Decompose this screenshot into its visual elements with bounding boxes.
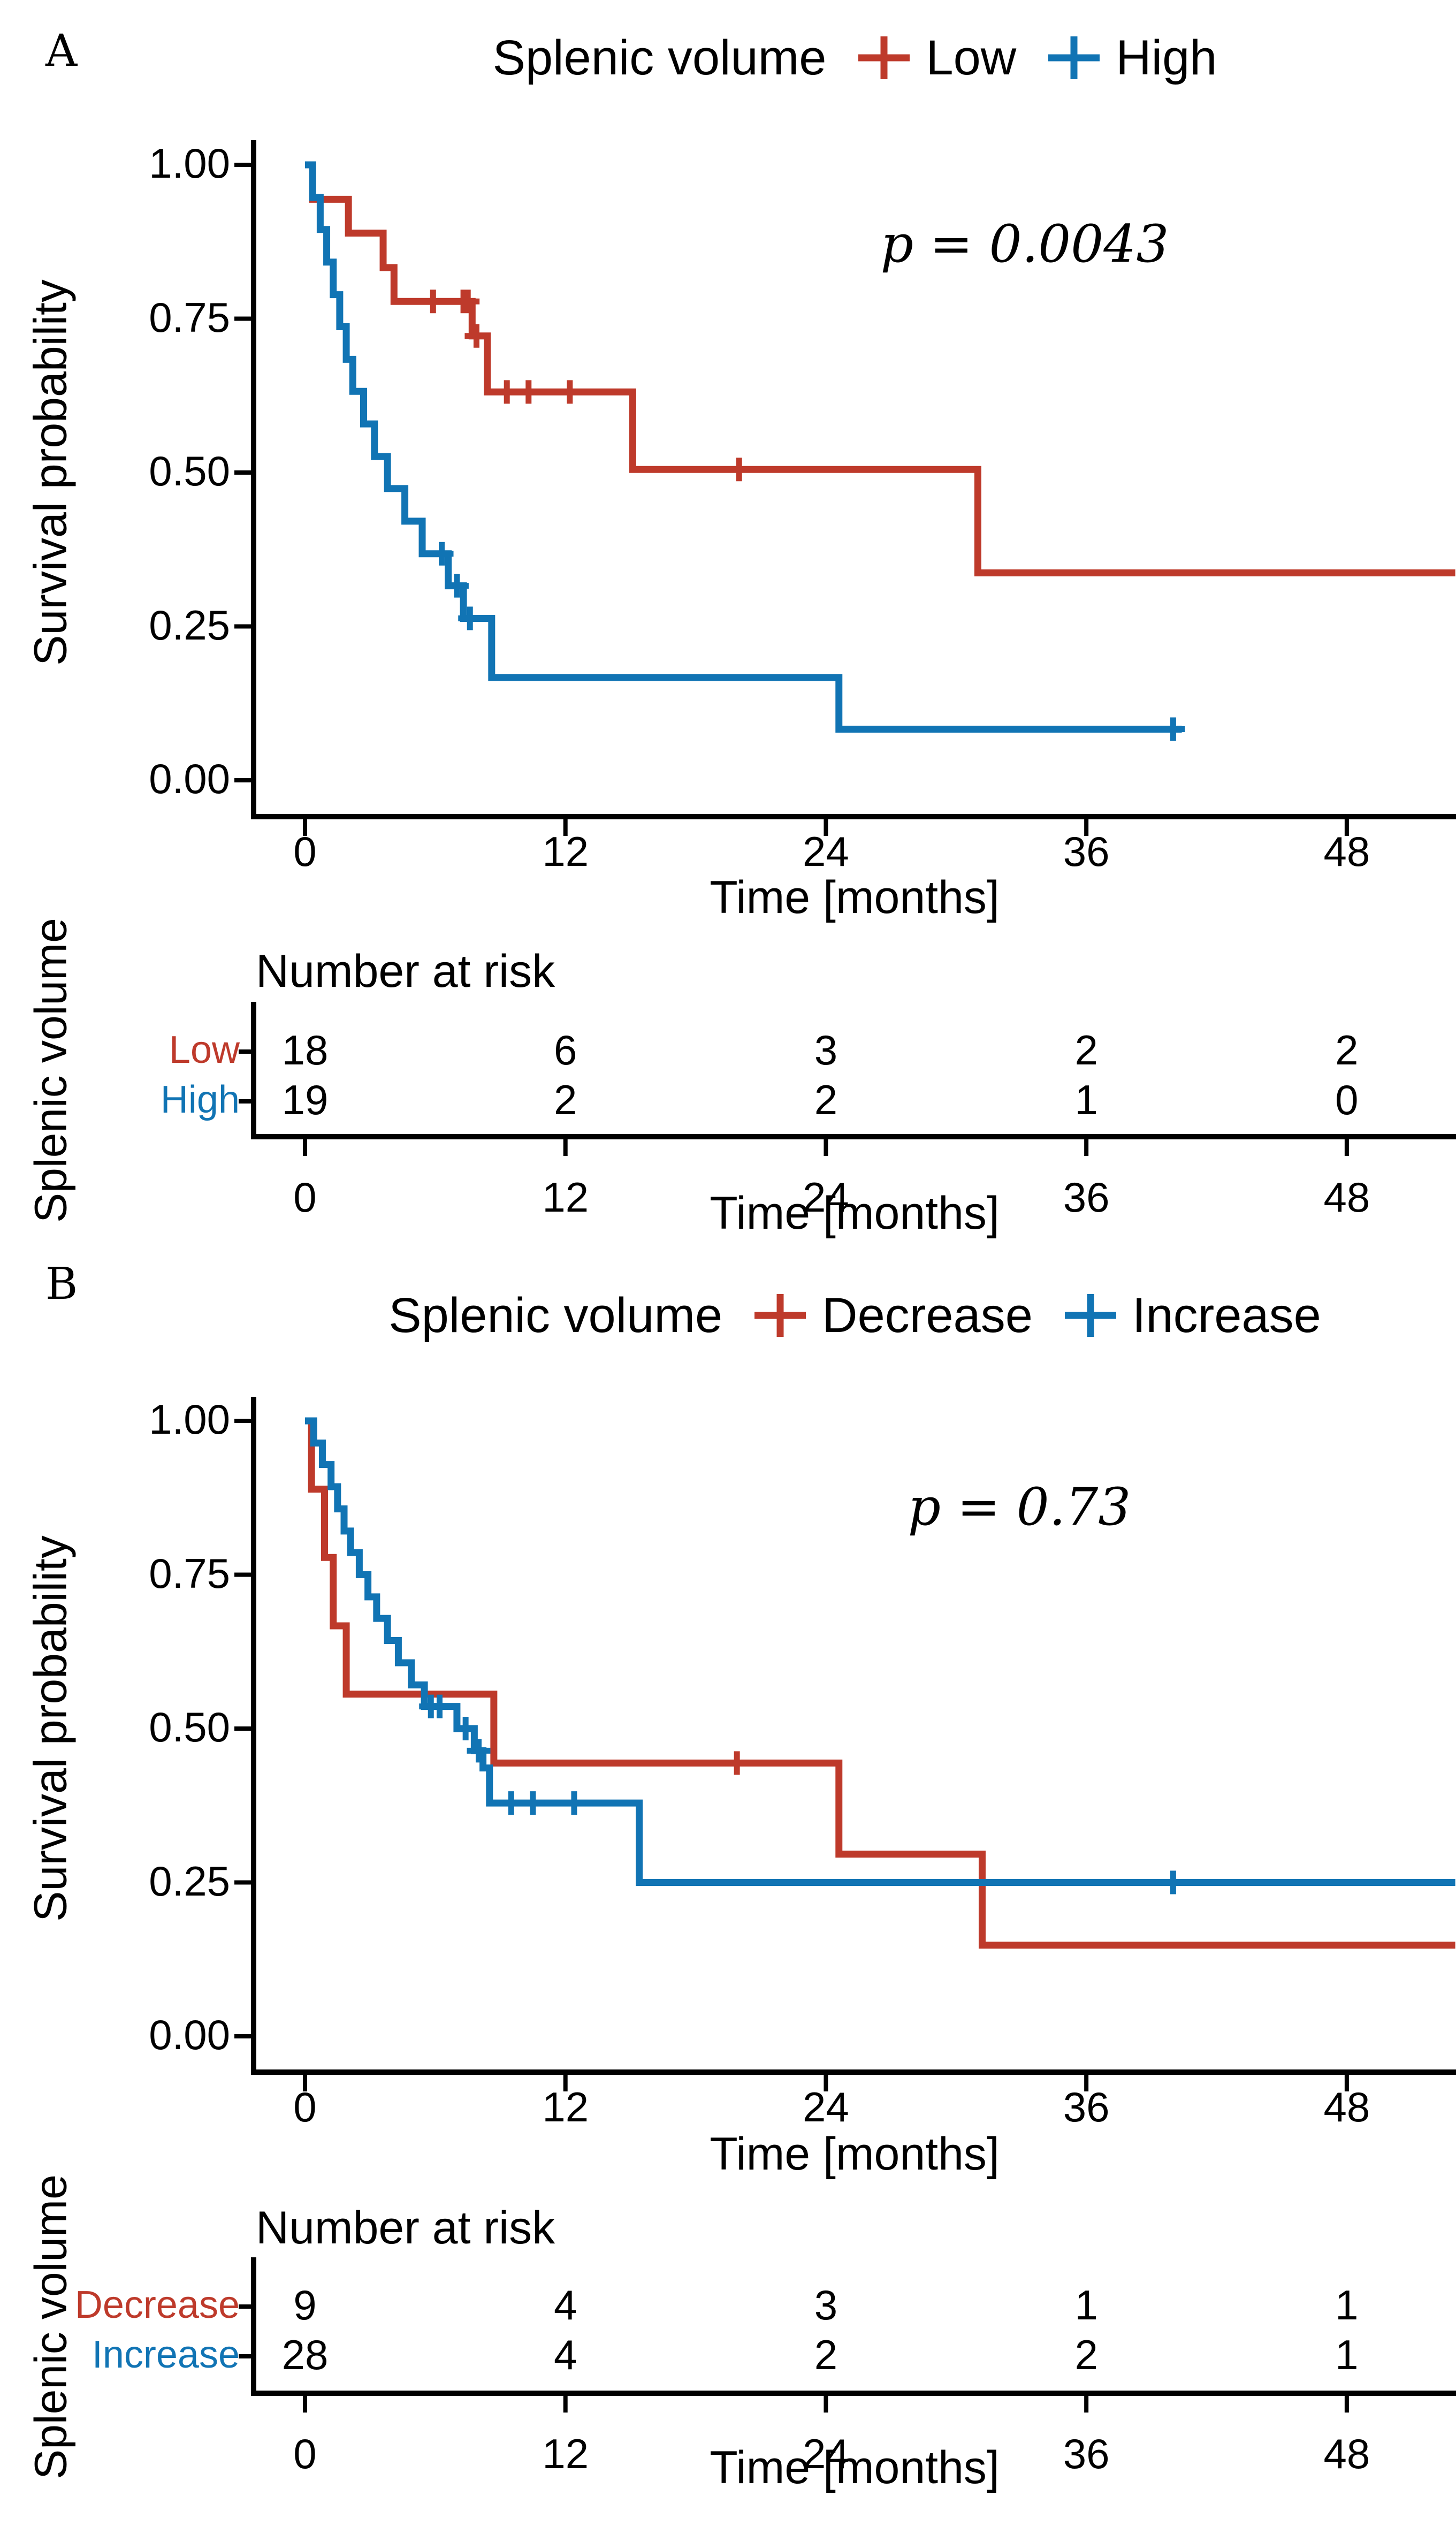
risk-row-label-decrease: Decrease (74, 2284, 240, 2326)
risk-row-label-low: Low (169, 1029, 240, 1071)
legend-label-increase: Increase (1132, 1288, 1321, 1343)
legend-items-a: Low High (826, 30, 1217, 86)
legend-label-high: High (1116, 30, 1217, 85)
km-curve-high (305, 161, 1182, 733)
y-tick-label: 0.75 (149, 1549, 230, 1597)
x-tick-label: 0 (293, 828, 317, 875)
p-value-b: p = 0.73 (908, 1477, 1131, 1537)
number-at-risk-header-b: Number at risk (256, 2202, 555, 2254)
plus-line-marker-icon (1048, 36, 1100, 79)
x-tick-label: 24 (803, 2083, 849, 2130)
risk-count: 1 (1074, 1076, 1098, 1123)
risk-row-label-high: High (160, 1078, 240, 1121)
risk-count: 2 (1335, 1026, 1359, 1074)
panel-b-letter: B (45, 1259, 78, 1310)
risk-count: 28 (281, 2331, 329, 2378)
x-tick-label: 48 (1323, 828, 1370, 875)
panel-a-letter: A (45, 26, 78, 77)
risk-count: 6 (554, 1026, 577, 1074)
x-axis-title-a-table: Time [months] (710, 1188, 1000, 1239)
number-at-risk-header-a: Number at risk (256, 946, 555, 997)
risk-count: 2 (814, 1076, 838, 1123)
km-curve-low (305, 161, 1455, 576)
y-tick-label: 0.00 (149, 2011, 230, 2058)
censor-marks-decrease (725, 1751, 749, 1775)
risk-count: 1 (1335, 2331, 1359, 2378)
risk-table-x-tick-label: 0 (293, 1174, 317, 1221)
risk-table-x-tick-label: 48 (1323, 1174, 1370, 1221)
risk-table-x-tick-label: 12 (542, 2430, 589, 2477)
risk-table-x-tick-label: 48 (1323, 2430, 1370, 2477)
y-tick-label: 0.50 (149, 1703, 230, 1751)
y-tick-label: 1.00 (149, 140, 230, 187)
censor-marks-low (421, 290, 751, 482)
legend-panel-a: Splenic volume Low High (254, 26, 1456, 90)
risk-count: 4 (554, 2281, 577, 2328)
risk-count: 2 (814, 2331, 838, 2378)
x-axis-title-a: Time [months] (710, 872, 1000, 923)
risk-count: 2 (554, 1076, 577, 1123)
risk-count: 18 (281, 1026, 329, 1074)
x-tick-label: 12 (542, 828, 589, 875)
risk-table-x-tick-label: 24 (803, 1174, 849, 1221)
legend-label-decrease: Decrease (822, 1288, 1033, 1343)
legend-item-high: High (1044, 30, 1217, 86)
y-tick-label: 1.00 (149, 1396, 230, 1443)
censor-marks-high (430, 542, 1185, 741)
risk-count: 19 (281, 1076, 329, 1123)
x-tick-label: 0 (293, 2083, 317, 2130)
legend-label-low: Low (926, 30, 1017, 85)
risk-count: 1 (1335, 2281, 1359, 2328)
risk-row-label-increase: Increase (92, 2333, 240, 2376)
legend-title-b: Splenic volume (388, 1288, 723, 1343)
legend-item-decrease: Decrease (750, 1288, 1033, 1344)
x-axis-title-b: Time [months] (710, 2128, 1000, 2180)
risk-count: 2 (1074, 1026, 1098, 1074)
x-tick-label: 36 (1063, 2083, 1110, 2130)
censor-marks-increase (419, 1694, 1185, 1894)
km-curve-increase (305, 1417, 1455, 1886)
risk-count: 2 (1074, 2331, 1098, 2378)
plus-line-marker-icon (1064, 1294, 1116, 1337)
plus-line-marker-icon (754, 1294, 806, 1337)
x-tick-label: 12 (542, 2083, 589, 2130)
x-tick-label: 36 (1063, 828, 1110, 875)
legend-panel-b: Splenic volume Decrease Increase (254, 1283, 1456, 1348)
x-tick-label: 24 (803, 828, 849, 875)
risk-count: 4 (554, 2331, 577, 2378)
legend-item-low: Low (854, 30, 1016, 86)
risk-count: 1 (1074, 2281, 1098, 2328)
legend-item-increase: Increase (1061, 1288, 1321, 1344)
risk-count: 3 (814, 1026, 838, 1074)
x-axis-title-b-table: Time [months] (710, 2442, 1000, 2493)
y-tick-label: 0.00 (149, 755, 230, 802)
km-curve-decrease (305, 1417, 1455, 1949)
risk-table-x-tick-label: 12 (542, 1174, 589, 1221)
risk-table-x-tick-label: 36 (1063, 1174, 1110, 1221)
risk-count: 0 (1335, 1076, 1359, 1123)
risk-count: 9 (293, 2281, 317, 2328)
y-tick-label: 0.25 (149, 1857, 230, 1905)
legend-title-a: Splenic volume (492, 30, 827, 85)
plus-line-marker-icon (858, 36, 910, 79)
legend-items-b: Decrease Increase (722, 1288, 1321, 1344)
y-tick-label: 0.50 (149, 447, 230, 494)
risk-table-x-tick-label: 0 (293, 2430, 317, 2477)
risk-table-x-tick-label: 36 (1063, 2430, 1110, 2477)
y-tick-label: 0.25 (149, 601, 230, 649)
x-tick-label: 48 (1323, 2083, 1370, 2130)
risk-count: 3 (814, 2281, 838, 2328)
y-tick-label: 0.75 (149, 293, 230, 341)
risk-table-x-tick-label: 24 (803, 2430, 849, 2477)
p-value-a: p = 0.0043 (880, 214, 1169, 274)
